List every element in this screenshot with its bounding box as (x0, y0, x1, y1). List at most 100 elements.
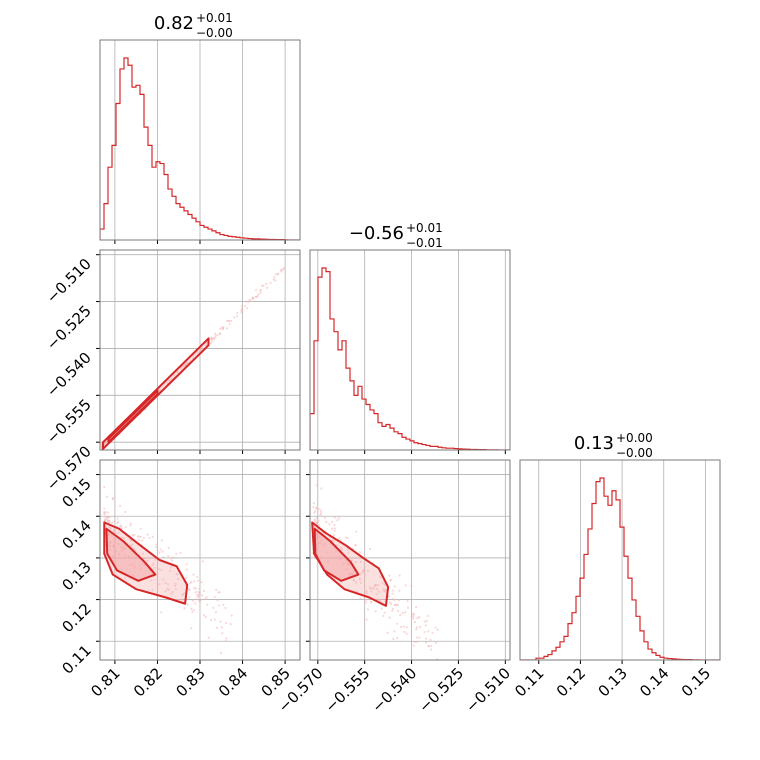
scatter-point (382, 614, 385, 617)
scatter-point (167, 379, 171, 382)
scatter-point (198, 587, 201, 590)
scatter-point (333, 527, 336, 530)
scatter-point (162, 556, 165, 559)
scatter-point (393, 598, 396, 602)
scatter-point (213, 595, 216, 599)
panel-2-1 (306, 459, 511, 664)
scatter-point (405, 632, 408, 635)
panel-content (310, 267, 510, 450)
scatter-point (192, 586, 196, 590)
scatter-point (344, 536, 347, 539)
scatter-point (103, 507, 106, 510)
panel-frame (99, 459, 301, 661)
scatter-point (370, 587, 373, 590)
scatter-point (315, 516, 318, 520)
scatter-point (158, 583, 161, 586)
scatter-point (383, 583, 386, 586)
scatter-point (170, 566, 173, 569)
scatter-point (333, 524, 336, 527)
x-tick-label: 0.15 (678, 664, 714, 700)
scatter-point (269, 281, 272, 284)
scatter-point (313, 511, 316, 514)
panel-frame (309, 249, 511, 451)
scatter-point (104, 518, 107, 521)
scatter-point (136, 535, 140, 538)
scatter-point (346, 548, 349, 551)
scatter-point (423, 630, 426, 634)
scatter-point (405, 626, 408, 629)
scatter-point (399, 625, 403, 629)
scatter-point (363, 572, 367, 576)
scatter-point (216, 333, 219, 337)
scatter-point (339, 546, 343, 550)
scatter-point (101, 452, 103, 454)
scatter-point (172, 373, 176, 377)
scatter-point (158, 568, 161, 571)
scatter-point (116, 522, 119, 525)
scatter-point (105, 515, 109, 518)
y-tick-label: −0.510 (43, 255, 95, 307)
scatter-point (167, 583, 170, 586)
scatter-point (365, 589, 368, 593)
scatter-point (388, 574, 391, 577)
scatter-point (318, 524, 321, 527)
scatter-point (186, 361, 189, 364)
scatter-point (274, 279, 277, 282)
scatter-point (117, 531, 120, 535)
scatter-point (317, 507, 320, 511)
scatter-point (179, 551, 182, 554)
scatter-point (266, 286, 269, 289)
scatter-point (415, 605, 418, 609)
scatter-point (312, 505, 315, 509)
scatter-point (413, 620, 416, 624)
scatter-point (378, 598, 382, 602)
scatter-point (233, 316, 236, 319)
scatter-point (183, 607, 186, 610)
scatter-point (331, 520, 334, 524)
scatter-point (213, 618, 216, 621)
scatter-point (177, 577, 180, 581)
scatter-point (139, 535, 142, 538)
scatter-point (153, 566, 157, 569)
scatter-point (109, 527, 112, 530)
scatter-point (397, 599, 400, 602)
scatter-point (398, 574, 401, 577)
scatter-point (219, 620, 222, 623)
scatter-point (224, 622, 228, 625)
scatter-point (417, 615, 421, 619)
scatter-point (131, 543, 134, 546)
scatter-point (312, 501, 316, 505)
panel-1-0 (96, 249, 301, 454)
y-tick-label: −0.540 (43, 349, 95, 401)
scatter-point (168, 569, 172, 572)
scatter-point (257, 293, 260, 296)
scatter-point (142, 557, 146, 560)
scatter-point (124, 576, 127, 579)
param-title-plus: +0.00 (616, 431, 653, 445)
scatter-point (218, 332, 222, 335)
param-title-minus: −0.01 (406, 236, 443, 250)
scatter-point (142, 536, 145, 539)
scatter-point (333, 529, 336, 532)
scatter-point (383, 590, 387, 593)
scatter-point (192, 573, 195, 576)
scatter-point (229, 622, 232, 626)
scatter-point (196, 596, 200, 599)
scatter-point (193, 580, 196, 583)
scatter-point (236, 311, 239, 315)
scatter-point (164, 589, 167, 593)
scatter-point (185, 568, 188, 571)
scatter-point (323, 516, 326, 519)
scatter-point (185, 563, 188, 566)
scatter-point (406, 606, 410, 609)
scatter-point (415, 640, 418, 643)
scatter-point (155, 543, 158, 546)
panel-frame (519, 459, 721, 661)
scatter-point (105, 495, 108, 498)
scatter-point (434, 641, 438, 645)
scatter-point (108, 519, 111, 522)
scatter-point (227, 319, 230, 322)
param-title-value: −0.56 (349, 223, 404, 244)
scatter-point (392, 637, 395, 641)
